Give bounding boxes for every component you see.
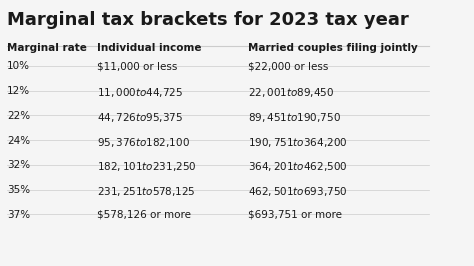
Text: $190,751 to $364,200: $190,751 to $364,200	[248, 136, 347, 149]
Text: $44,726 to $95,375: $44,726 to $95,375	[98, 111, 183, 124]
Text: 37%: 37%	[7, 210, 30, 220]
Text: Married couples filing jointly: Married couples filing jointly	[248, 43, 418, 53]
Text: 12%: 12%	[7, 86, 30, 96]
Text: $11,000 or less: $11,000 or less	[98, 61, 178, 71]
Text: $231,251 to $578,125: $231,251 to $578,125	[98, 185, 196, 198]
Text: 10%: 10%	[7, 61, 30, 71]
Text: $364,201 to $462,500: $364,201 to $462,500	[248, 160, 347, 173]
Text: $89,451 to $190,750: $89,451 to $190,750	[248, 111, 341, 124]
Text: 32%: 32%	[7, 160, 30, 170]
Text: $462,501 to $693,750: $462,501 to $693,750	[248, 185, 347, 198]
Text: 24%: 24%	[7, 136, 30, 146]
Text: $95,376 to $182,100: $95,376 to $182,100	[98, 136, 191, 149]
Text: 22%: 22%	[7, 111, 30, 121]
Text: $11,000 to $44,725: $11,000 to $44,725	[98, 86, 183, 99]
Text: Marginal tax brackets for 2023 tax year: Marginal tax brackets for 2023 tax year	[7, 11, 409, 28]
Text: $22,000 or less: $22,000 or less	[248, 61, 328, 71]
Text: $693,751 or more: $693,751 or more	[248, 210, 342, 220]
Text: $22,001 to $89,450: $22,001 to $89,450	[248, 86, 334, 99]
Text: 35%: 35%	[7, 185, 30, 195]
Text: $182,101 to $231,250: $182,101 to $231,250	[98, 160, 197, 173]
Text: $578,126 or more: $578,126 or more	[98, 210, 191, 220]
Text: Individual income: Individual income	[98, 43, 202, 53]
Text: Marginal rate: Marginal rate	[7, 43, 87, 53]
